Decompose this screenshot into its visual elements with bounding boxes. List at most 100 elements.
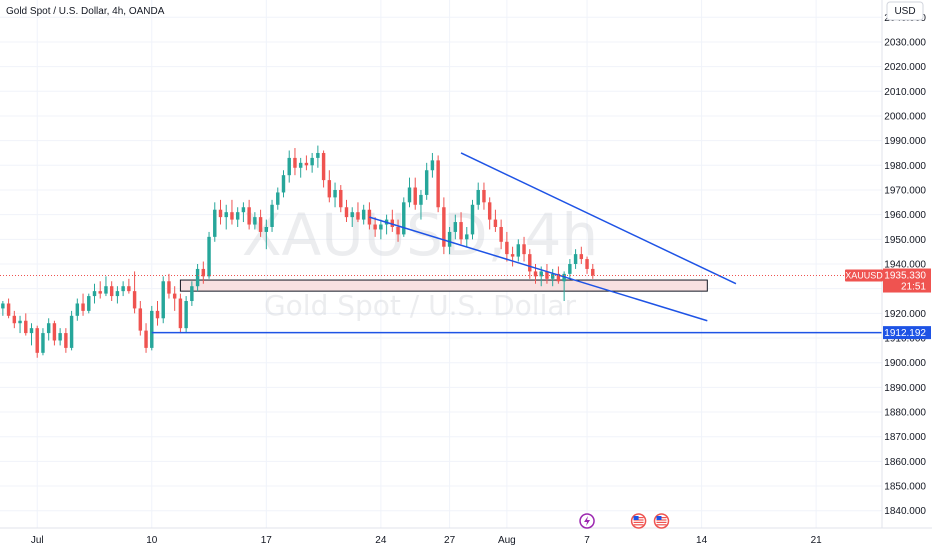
support-price-tag: 1912.192 — [883, 326, 931, 340]
candle-body — [533, 271, 538, 277]
symbol-watermark: XAUUSD, 4h Gold Spot / U.S. Dollar — [242, 201, 598, 322]
time-tick-label: Aug — [498, 535, 516, 546]
candle-body — [568, 264, 572, 274]
candle-body — [361, 209, 366, 220]
chart-grid — [0, 0, 882, 528]
symbol-tag-box — [845, 269, 883, 282]
candle-body — [407, 187, 412, 203]
price-axis-background[interactable] — [882, 0, 932, 528]
trendline-drawings[interactable] — [151, 152, 882, 334]
candle-body — [579, 254, 584, 260]
bar-countdown: 21:51 — [901, 282, 926, 293]
candle-body — [201, 268, 206, 277]
time-tick-label: 21 — [811, 535, 823, 546]
currency-button[interactable]: USD — [886, 1, 924, 21]
candle-body — [516, 244, 521, 257]
candlestick-series — [1, 145, 595, 358]
upper-trendline[interactable] — [460, 152, 737, 285]
candle-body — [115, 291, 120, 297]
support-zone-rectangle[interactable] — [179, 279, 708, 292]
currency-button-label: USD — [894, 6, 915, 17]
us-flag-icon[interactable] — [653, 513, 670, 529]
symbol-price-tag: XAUUSD — [845, 269, 883, 282]
time-axis-ticks[interactable]: Jul 10 17 24 27 Aug 7 14 21 — [31, 535, 822, 546]
price-tick-label: 1940.000 — [884, 260, 926, 271]
candle-body — [522, 244, 526, 255]
candle-body — [333, 189, 337, 198]
candle-body — [230, 212, 234, 220]
zone-rect[interactable] — [179, 279, 708, 292]
candle-body — [92, 291, 97, 297]
candle-body — [109, 286, 114, 297]
candle-body — [218, 209, 223, 218]
candle-body — [104, 286, 108, 294]
price-tick-label: 1980.000 — [884, 161, 926, 172]
candle-body — [81, 303, 85, 311]
candle-body — [499, 226, 503, 242]
candle-body — [207, 236, 211, 277]
support-tag-box — [883, 326, 931, 340]
candle-body — [356, 212, 360, 220]
symbol-title[interactable]: Gold Spot / U.S. Dollar, 4h, OANDA — [6, 6, 165, 17]
time-tick-label: 24 — [375, 535, 387, 546]
watermark-ticker: XAUUSD, 4h — [242, 201, 598, 269]
price-tick-label: 1850.000 — [884, 482, 926, 493]
price-tick-label: 2030.000 — [884, 37, 926, 48]
last-price-value: 1935.330 — [884, 271, 926, 282]
candle-body — [161, 281, 165, 319]
last-price-tag: 1935.330 21:51 — [883, 268, 931, 293]
candle-body — [190, 286, 194, 302]
candle-body — [121, 286, 125, 292]
candle-body — [58, 333, 62, 341]
candle-body — [184, 301, 188, 329]
candle-body — [442, 207, 446, 247]
lightning-icon[interactable] — [579, 513, 595, 529]
candle-body — [476, 189, 480, 205]
candle-body — [390, 219, 395, 227]
candle-body — [167, 281, 171, 294]
candle-body — [281, 175, 286, 193]
candle-body — [293, 157, 297, 168]
candle-body — [539, 271, 543, 277]
candle-body — [419, 194, 423, 205]
price-tick-label: 1860.000 — [884, 457, 926, 468]
candle-body — [172, 293, 177, 299]
candle-body — [493, 219, 498, 227]
economic-events[interactable] — [579, 513, 670, 529]
candle-body — [52, 323, 57, 341]
candle-body — [264, 226, 269, 232]
lower-trendline[interactable] — [369, 216, 708, 322]
candle-body — [591, 268, 595, 276]
candle-body — [304, 162, 309, 166]
candle-body — [585, 259, 589, 269]
candle-body — [453, 222, 458, 232]
candle-body — [75, 303, 80, 316]
candle-body — [235, 212, 240, 220]
price-tick-label: 1990.000 — [884, 136, 926, 147]
candle-body — [18, 320, 22, 324]
candle-body — [379, 224, 383, 230]
candle-body — [41, 333, 45, 353]
price-axis-ticks: 1840.000 1850.000 1860.000 1870.000 1880.000… — [884, 13, 926, 517]
price-tick-label: 2010.000 — [884, 87, 926, 98]
candle-body — [373, 224, 377, 230]
candle-body — [339, 189, 343, 208]
candle-body — [178, 298, 183, 329]
us-flag-icon[interactable] — [630, 513, 647, 529]
candle-body — [69, 315, 74, 348]
candle-body — [447, 231, 452, 247]
candle-body — [556, 273, 561, 282]
candle-body — [298, 162, 303, 168]
candle-body — [528, 254, 532, 272]
candle-body — [247, 207, 251, 225]
price-tick-label: 1880.000 — [884, 408, 926, 419]
time-tick-label: 17 — [261, 535, 273, 546]
candle-body — [138, 308, 143, 331]
candle-body — [287, 157, 291, 176]
candle-body — [316, 152, 320, 158]
candle-body — [224, 212, 228, 218]
candle-body — [35, 328, 39, 353]
time-tick-label: 14 — [696, 535, 708, 546]
symbol-tag-label: XAUUSD — [845, 271, 883, 281]
